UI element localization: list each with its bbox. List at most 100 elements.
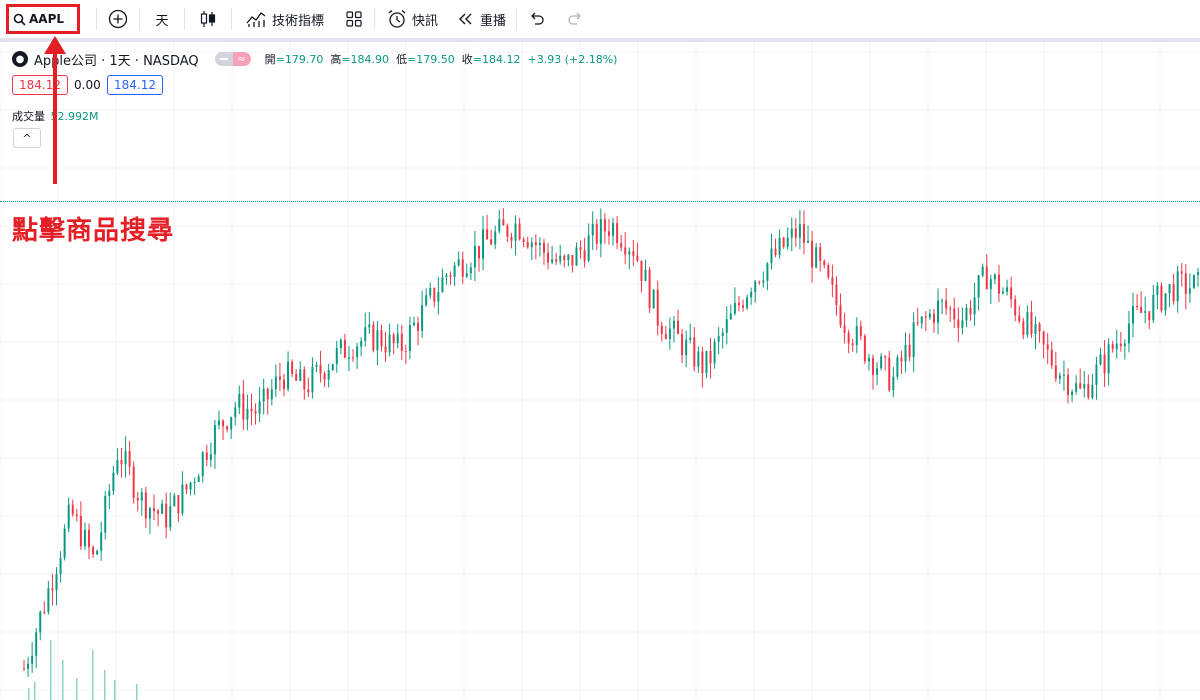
candle-body bbox=[977, 275, 980, 298]
candle-body bbox=[949, 308, 952, 310]
candle-body bbox=[502, 219, 505, 226]
candle-body bbox=[928, 313, 931, 318]
candle-body bbox=[1095, 364, 1098, 385]
candle-body bbox=[1152, 294, 1155, 321]
candle-body bbox=[595, 223, 598, 244]
candle-body bbox=[774, 248, 777, 255]
candle-body bbox=[87, 529, 90, 548]
candle-body bbox=[250, 408, 253, 412]
collapse-legend-button[interactable]: ^ bbox=[13, 128, 41, 148]
grid-layout-icon bbox=[346, 11, 362, 27]
price-chart[interactable] bbox=[0, 42, 1200, 700]
candle-body bbox=[189, 482, 192, 490]
candle-body bbox=[47, 588, 50, 612]
candle-body bbox=[587, 235, 590, 261]
layouts-button[interactable] bbox=[334, 0, 374, 38]
candle-body bbox=[59, 557, 62, 575]
candle-body bbox=[660, 325, 663, 334]
candle-body bbox=[1176, 271, 1179, 302]
candle-body bbox=[603, 219, 606, 232]
candle-body bbox=[1184, 273, 1187, 294]
top-toolbar: AAPL 天 bbox=[0, 0, 1200, 38]
candle-body bbox=[177, 495, 180, 514]
candle-body bbox=[1022, 321, 1025, 335]
interval-label: 天 bbox=[155, 13, 169, 29]
candle-body bbox=[343, 339, 346, 358]
candle-body bbox=[827, 264, 830, 278]
candle-body bbox=[152, 508, 155, 511]
volume-bar bbox=[76, 678, 78, 700]
candle-body bbox=[39, 611, 42, 633]
candle-body bbox=[79, 515, 82, 547]
toolbar-divider bbox=[516, 8, 518, 30]
candle-body bbox=[222, 420, 225, 427]
candle-body bbox=[778, 237, 781, 255]
replay-button[interactable]: 重播 bbox=[448, 0, 516, 38]
candle-body bbox=[880, 356, 883, 369]
add-circle-icon bbox=[108, 9, 128, 29]
candle-body bbox=[1180, 271, 1183, 274]
legend-toggle[interactable]: ≈ bbox=[214, 52, 251, 66]
candle-body bbox=[63, 528, 66, 558]
indicators-button[interactable]: 技術指標 bbox=[232, 0, 334, 38]
candle-body bbox=[835, 284, 838, 306]
candle-body bbox=[1042, 331, 1045, 345]
alert-label: 快訊 bbox=[412, 13, 439, 29]
indicators-icon bbox=[246, 12, 266, 27]
candle-body bbox=[981, 266, 984, 276]
symbol-title[interactable]: Apple公司 · 1天 · NASDAQ bbox=[34, 53, 199, 69]
candle-body bbox=[104, 495, 107, 533]
candle-body bbox=[1188, 288, 1191, 294]
compare-button[interactable] bbox=[97, 0, 139, 38]
candle-body bbox=[575, 247, 578, 266]
candle-body bbox=[108, 490, 111, 496]
toolbar-divider bbox=[139, 8, 140, 30]
candle-body bbox=[1083, 384, 1086, 389]
candle-body bbox=[904, 344, 907, 362]
candle-body bbox=[798, 224, 801, 238]
candle-body bbox=[685, 339, 688, 356]
candle-body bbox=[847, 332, 850, 344]
chart-type-button[interactable] bbox=[185, 0, 231, 38]
candle-body bbox=[750, 291, 753, 298]
candle-body bbox=[900, 357, 903, 362]
candle-body bbox=[656, 289, 659, 326]
candle-body bbox=[823, 261, 826, 265]
buy-price-box[interactable]: 184.12 bbox=[107, 75, 163, 95]
candle-body bbox=[473, 245, 476, 268]
candle-body bbox=[1119, 343, 1122, 347]
candle-body bbox=[1058, 375, 1061, 379]
candle-body bbox=[258, 401, 261, 414]
undo-button[interactable] bbox=[517, 0, 557, 38]
chart-legend: ● Apple公司 · 1天 · NASDAQ ≈ 開=179.70 高=184… bbox=[12, 48, 617, 70]
candle-body bbox=[997, 274, 1000, 294]
candle-body bbox=[1071, 391, 1074, 395]
redo-icon bbox=[568, 12, 581, 25]
redo-button[interactable] bbox=[557, 0, 593, 38]
indicators-label: 技術指標 bbox=[272, 13, 325, 29]
candle-body bbox=[408, 325, 411, 352]
candle-body bbox=[282, 379, 285, 390]
candle-body bbox=[790, 228, 793, 238]
candle-body bbox=[335, 348, 338, 365]
symbol-search-button[interactable]: AAPL bbox=[6, 4, 80, 34]
candle-body bbox=[1002, 291, 1005, 294]
alert-button[interactable]: 快訊 bbox=[375, 0, 448, 38]
candle-body bbox=[1079, 383, 1082, 389]
candle-body bbox=[201, 452, 204, 477]
candle-body bbox=[916, 322, 919, 324]
interval-button[interactable]: 天 bbox=[140, 0, 184, 38]
candle-body bbox=[246, 408, 249, 420]
candle-body bbox=[510, 236, 513, 241]
candle-body bbox=[477, 245, 480, 259]
candle-body bbox=[1014, 299, 1017, 316]
volume-value: 52.992M bbox=[50, 110, 99, 123]
candle-body bbox=[1087, 384, 1090, 398]
candle-body bbox=[705, 350, 708, 374]
high-label: 高 bbox=[330, 53, 342, 66]
candle-body bbox=[701, 351, 704, 374]
candle-body bbox=[360, 340, 363, 347]
toolbar-divider bbox=[374, 8, 376, 30]
close-label: 收 bbox=[461, 53, 473, 66]
candle-body bbox=[217, 420, 220, 426]
